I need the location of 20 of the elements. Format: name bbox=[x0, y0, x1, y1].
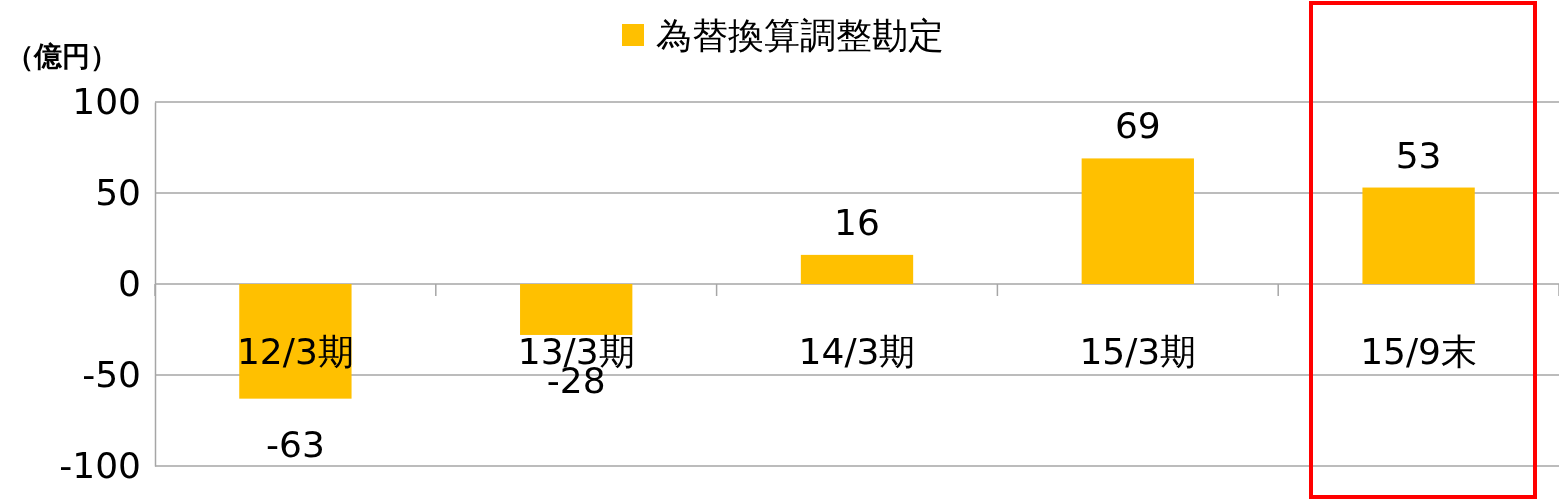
data-label: -63 bbox=[265, 423, 325, 465]
y-tick-label: -50 bbox=[82, 354, 141, 396]
data-label: 69 bbox=[1114, 105, 1161, 147]
y-axis-title: （億円） bbox=[6, 40, 118, 73]
y-tick-label: 0 bbox=[118, 263, 141, 305]
bar bbox=[1362, 187, 1475, 284]
y-tick-label: 50 bbox=[95, 172, 141, 214]
bar bbox=[520, 284, 633, 335]
x-tick-label: 15/9末 bbox=[1360, 331, 1478, 372]
y-tick-label: -100 bbox=[59, 445, 141, 487]
data-label: 53 bbox=[1395, 134, 1442, 176]
bar bbox=[1081, 158, 1194, 284]
bar bbox=[800, 254, 914, 284]
legend-label: 為替換算調整勘定 bbox=[656, 15, 944, 56]
data-label: 16 bbox=[834, 201, 880, 243]
x-tick-label: 15/3期 bbox=[1079, 331, 1197, 372]
x-tick-label: 12/3期 bbox=[236, 331, 354, 372]
x-tick-label: 14/3期 bbox=[798, 331, 916, 372]
y-tick-label: 100 bbox=[72, 81, 141, 123]
bar bbox=[239, 284, 352, 399]
